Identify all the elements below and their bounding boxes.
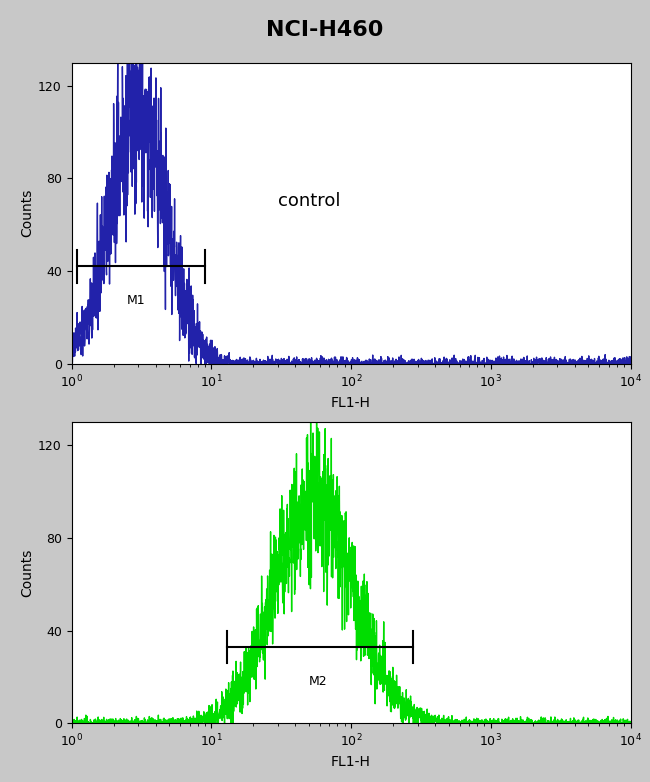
Y-axis label: Counts: Counts [20, 189, 34, 237]
Text: NCI-H460: NCI-H460 [266, 20, 384, 40]
X-axis label: FL1-H: FL1-H [331, 396, 371, 410]
Text: control: control [278, 192, 341, 210]
Text: M2: M2 [309, 675, 327, 687]
Y-axis label: Counts: Counts [20, 549, 34, 597]
X-axis label: FL1-H: FL1-H [331, 755, 371, 769]
Text: M1: M1 [127, 294, 146, 307]
